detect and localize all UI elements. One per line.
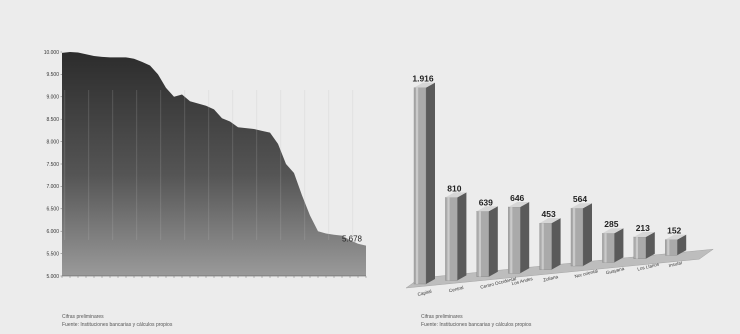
bar-value-label: 1.916: [412, 74, 434, 84]
bar-highlight: [478, 211, 481, 277]
bar-top: [414, 82, 435, 88]
bar-value-label: 564: [573, 194, 587, 204]
bar-category-label: Los Llanos: [637, 261, 660, 271]
bar-side: [426, 82, 435, 284]
area-texture: [184, 90, 186, 240]
bar-category-label: Guayana: [605, 266, 625, 275]
left-note: Cifras preliminares: [62, 314, 104, 320]
y-tick-label: 5.000: [46, 274, 59, 280]
y-tick-label: 6.000: [46, 229, 59, 235]
bar: [413, 87, 427, 285]
y-tick-label: 9.500: [46, 72, 59, 78]
right-source: Fuente: Instituciones bancarias y cálcul…: [421, 322, 532, 328]
bar-highlight: [541, 223, 544, 270]
bar-side: [614, 228, 624, 263]
y-tick-label: 8.500: [46, 117, 59, 123]
bar: [508, 206, 521, 274]
right-chart-panel: 1.916 Capital 810 Central 639 Centro Occident…: [370, 0, 740, 334]
bar-value-label: 646: [510, 193, 524, 203]
bar-side: [583, 203, 592, 266]
bar: [445, 197, 458, 281]
y-tick-label: 5.500: [46, 251, 59, 257]
y-tick-label: 7.000: [46, 184, 59, 190]
bar-value-label: 810: [447, 183, 461, 193]
bar-category-label: Nor oriental: [574, 268, 598, 279]
bar-top: [602, 228, 624, 234]
left-chart-panel: 10.000 9.500 9.000 8.500 8.000 7.500 7.000 6.50…: [44, 50, 367, 328]
bar: [665, 239, 678, 256]
y-tick-label: 8.000: [46, 139, 59, 145]
area-chart: 10.000 9.500 9.000 8.500 8.000 7.500 7.000 6.50…: [44, 50, 367, 280]
bar-highlight: [510, 206, 513, 274]
bar-top: [665, 234, 687, 240]
area-texture: [352, 90, 354, 240]
bar: [633, 236, 646, 259]
y-tick-label: 7.500: [46, 162, 59, 168]
bar-highlight: [573, 208, 576, 266]
bar-side: [677, 234, 687, 256]
left-source: Fuente: Instituciones bancarias y cálcul…: [62, 322, 173, 328]
y-tick-label: 10.000: [44, 50, 60, 56]
bar-highlight: [416, 87, 419, 284]
bar-highlight: [604, 233, 607, 263]
bar-top: [571, 203, 592, 209]
bar-highlight: [447, 197, 450, 281]
bar-top: [539, 218, 561, 224]
bar-top: [508, 201, 530, 207]
area-series: [62, 52, 366, 276]
bar: [476, 211, 489, 277]
bar-side: [551, 218, 561, 270]
area-texture: [328, 90, 330, 240]
area-texture: [160, 90, 162, 240]
y-tick-label: 6.500: [46, 207, 59, 213]
area-texture: [304, 90, 306, 240]
area-texture: [256, 90, 258, 240]
bar-top: [445, 192, 467, 198]
bar-category-label: Zuliana: [543, 274, 559, 283]
bar-value-label: 152: [667, 226, 681, 236]
y-tick-label: 9.000: [46, 95, 59, 101]
area-texture: [232, 90, 234, 240]
bar-value-label: 639: [479, 197, 493, 207]
bar-value-label: 453: [542, 209, 556, 219]
area-texture: [112, 90, 114, 240]
bar-category-label: Capital: [417, 289, 432, 297]
bar: [570, 208, 584, 267]
area-texture: [64, 90, 66, 240]
bar-side: [520, 201, 530, 274]
bar-highlight: [667, 239, 670, 256]
bar-value-label: 285: [604, 219, 618, 229]
area-texture: [88, 90, 90, 240]
bar-side: [645, 231, 655, 259]
right-note: Cifras preliminares: [421, 314, 463, 320]
bar-category-label: Los Andes: [511, 276, 534, 286]
bar-side: [488, 206, 498, 277]
bar-side: [457, 192, 467, 281]
area-texture: [280, 90, 282, 240]
bar: [539, 223, 552, 270]
area-texture: [136, 90, 138, 240]
bar-category-label: Central: [448, 285, 464, 293]
bar-top: [633, 231, 655, 237]
area-texture: [208, 90, 210, 240]
bar-category-label: Insular: [668, 260, 683, 268]
bar-value-label: 213: [636, 223, 650, 233]
end-value-label: 5.678: [342, 235, 363, 244]
bar-highlight: [635, 236, 638, 259]
bar: [602, 233, 615, 263]
bar-top: [476, 206, 498, 212]
